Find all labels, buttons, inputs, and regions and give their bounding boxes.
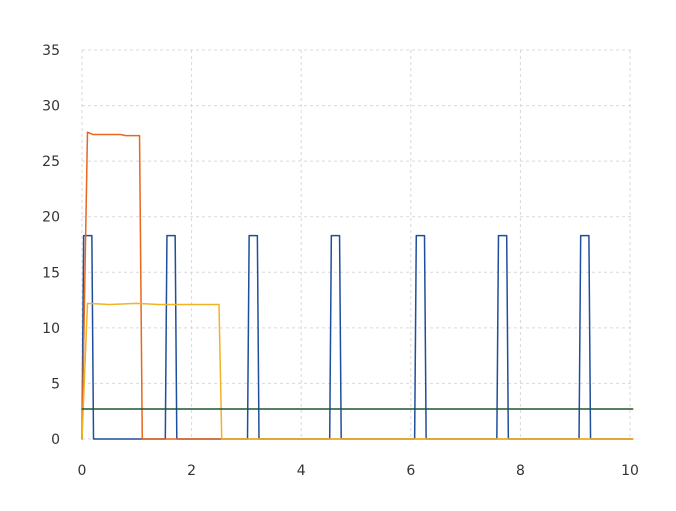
y-tick-label: 25 (42, 154, 60, 170)
y-tick-label: 10 (42, 321, 60, 337)
x-tick-label: 2 (187, 463, 196, 479)
x-tick-label: 6 (406, 463, 415, 479)
series-layer (81, 131, 634, 440)
y-tick-label: 20 (42, 210, 60, 226)
x-tick-label: 10 (621, 463, 639, 479)
x-tick-label: 0 (78, 463, 87, 479)
x-tick-label: 4 (297, 463, 306, 479)
axis-layer: 0 5 10 15 20 25 30 35 0 2 4 6 8 10 (42, 43, 639, 479)
series-line-3 (81, 302, 634, 440)
y-tick-label: 5 (51, 376, 60, 392)
grid-layer (81, 49, 634, 440)
y-tick-label: 35 (42, 43, 60, 59)
y-tick-label: 15 (42, 265, 60, 281)
series-line-2 (81, 131, 634, 440)
x-tick-label: 8 (516, 463, 525, 479)
y-tick-label: 30 (42, 99, 60, 115)
y-tick-label: 0 (51, 432, 60, 448)
